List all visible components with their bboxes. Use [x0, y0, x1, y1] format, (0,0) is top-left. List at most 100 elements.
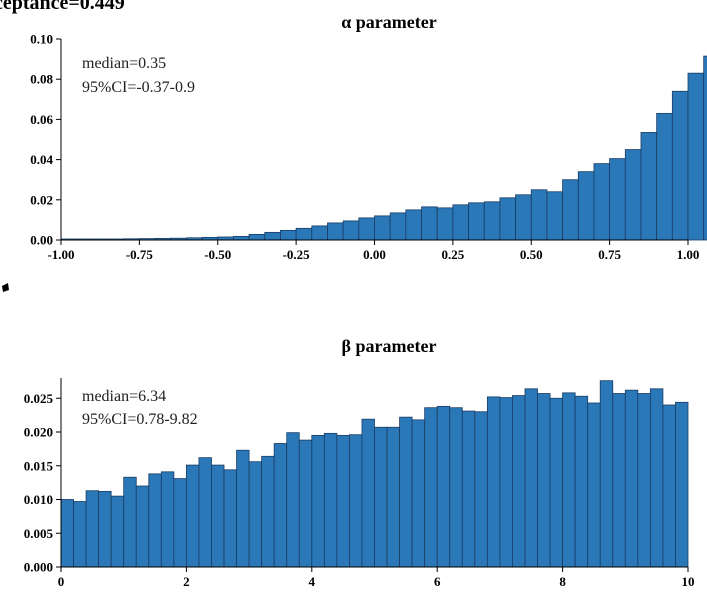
- beta-bar: [449, 407, 463, 568]
- beta-bar: [512, 395, 526, 568]
- alpha-bar: [233, 235, 250, 241]
- alpha-bar: [327, 222, 344, 241]
- beta-bar: [474, 411, 488, 568]
- beta-parameter-chart: β parameter median=6.34 95%CI=0.78-9.82 …: [24, 336, 695, 589]
- beta-y-tick-label: 0.020: [24, 425, 53, 440]
- beta-bar: [486, 396, 501, 568]
- beta-bar: [123, 476, 137, 568]
- alpha-bar: [609, 158, 626, 241]
- alpha-y-tick-label: 0.10: [30, 32, 53, 47]
- alpha-bar: [515, 194, 532, 241]
- alpha-bar: [248, 233, 266, 241]
- alpha-bar: [264, 231, 281, 241]
- beta-y-tick-label: 0.025: [24, 391, 54, 406]
- alpha-y-tick-label: 0.04: [30, 152, 53, 167]
- beta-bar: [173, 478, 187, 568]
- alpha-parameter-chart: α parameter median=0.35 95%CI=-0.37-0.9 …: [30, 12, 707, 262]
- alpha-bar: [311, 225, 328, 241]
- beta-bar: [549, 397, 563, 568]
- alpha-bar: [468, 202, 485, 241]
- alpha-bar: [374, 215, 391, 241]
- beta-bar: [273, 443, 288, 568]
- alpha-bar: [656, 112, 673, 241]
- alpha-x-tick-label: 0.25: [442, 247, 465, 262]
- beta-bar: [311, 434, 325, 568]
- alpha-bar: [546, 191, 563, 241]
- alpha-bar: [593, 163, 611, 241]
- beta-bar: [349, 434, 363, 568]
- alpha-bar: [436, 207, 454, 241]
- beta-bar: [261, 455, 275, 568]
- beta-bar: [286, 432, 300, 568]
- alpha-bar: [499, 197, 516, 241]
- beta-y-tick-label: 0.010: [24, 492, 53, 507]
- beta-chart-title: β parameter: [342, 336, 437, 356]
- alpha-median-annotation: median=0.35: [82, 55, 166, 72]
- beta-bar: [98, 490, 112, 568]
- beta-bar: [562, 392, 576, 568]
- alpha-ci-annotation: 95%CI=-0.37-0.9: [82, 79, 195, 96]
- beta-bar: [424, 407, 438, 568]
- beta-bar: [574, 395, 589, 568]
- beta-bar: [135, 485, 150, 568]
- beta-bar: [148, 473, 162, 568]
- alpha-bar: [295, 227, 313, 241]
- alpha-bar: [405, 209, 422, 241]
- beta-bar: [85, 490, 100, 568]
- alpha-x-tick-label: -0.75: [126, 247, 154, 262]
- beta-bar: [60, 499, 74, 568]
- beta-bar: [436, 405, 451, 568]
- beta-bar: [461, 410, 476, 568]
- alpha-y-tick-label: 0.06: [30, 112, 53, 127]
- beta-bar: [298, 439, 313, 568]
- beta-bar: [386, 426, 400, 568]
- beta-bar: [675, 401, 689, 568]
- beta-bar: [323, 432, 338, 568]
- acceptance-header: ceptance=0.449: [0, 0, 125, 14]
- alpha-bar: [530, 189, 548, 241]
- beta-x-tick-label: 6: [434, 574, 441, 589]
- alpha-bar: [703, 55, 707, 241]
- beta-y-tick-label: 0.015: [24, 458, 54, 473]
- alpha-x-tick-label: 0.75: [598, 247, 621, 262]
- alpha-x-tick-label: 1.00: [677, 247, 700, 262]
- beta-bar: [537, 393, 551, 568]
- beta-bars: [60, 380, 689, 568]
- beta-bar: [599, 380, 614, 568]
- beta-bar: [73, 501, 87, 568]
- beta-y-tick-label: 0.000: [24, 560, 53, 575]
- beta-bar: [612, 393, 626, 568]
- decorative-blot: [2, 283, 9, 292]
- beta-bar: [110, 495, 125, 568]
- beta-bar: [160, 471, 175, 568]
- beta-bar: [411, 419, 426, 568]
- beta-bar: [236, 449, 250, 568]
- alpha-x-tick-label: 0.50: [520, 247, 543, 262]
- alpha-bar: [624, 149, 642, 241]
- alpha-bar: [577, 171, 595, 241]
- beta-bar: [499, 397, 513, 568]
- alpha-bar: [640, 132, 658, 241]
- alpha-bar: [358, 217, 375, 241]
- beta-bar: [198, 457, 212, 568]
- beta-x-tick-label: 8: [559, 574, 566, 589]
- beta-bar: [662, 404, 676, 568]
- beta-bar: [336, 434, 350, 568]
- beta-x-tick-label: 2: [183, 574, 190, 589]
- beta-x-tick-label: 0: [58, 574, 65, 589]
- alpha-bar: [671, 90, 689, 241]
- beta-bar: [223, 469, 237, 568]
- beta-ci-annotation: 95%CI=0.78-9.82: [82, 411, 198, 428]
- beta-bar: [637, 393, 651, 568]
- alpha-x-tick-label: 0.00: [363, 247, 386, 262]
- alpha-y-tick-label: 0.00: [30, 233, 53, 248]
- alpha-chart-title: α parameter: [341, 12, 437, 32]
- alpha-bars: [60, 55, 707, 241]
- beta-bar: [649, 388, 664, 568]
- alpha-bar: [389, 212, 407, 241]
- beta-x-tick-label: 10: [682, 574, 695, 589]
- beta-bar: [211, 464, 225, 568]
- alpha-bar: [421, 206, 438, 241]
- beta-bar: [624, 389, 639, 568]
